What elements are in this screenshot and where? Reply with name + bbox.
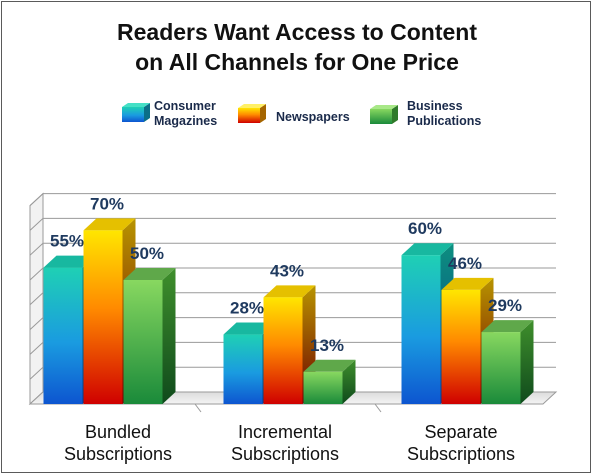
legend-label-consumer-line-2: Magazines — [154, 114, 217, 128]
legend-item-consumer-magazines: Consumer Magazines — [122, 99, 217, 128]
bar-side-face — [342, 359, 356, 404]
chart-title-line-1: Readers Want Access to Content — [117, 19, 477, 45]
category-separator — [194, 403, 202, 413]
legend-swatch-side-consumer — [144, 103, 150, 122]
legend-swatch-newspapers — [238, 108, 260, 123]
legend: Consumer Magazines Newspapers Business P… — [122, 99, 481, 128]
bar-top-face — [401, 243, 454, 256]
plot-bars — [43, 218, 534, 404]
data-label-bundled-consumer-magazines: 55% — [50, 232, 84, 251]
data-label-bundled-business-publications: 50% — [130, 244, 164, 263]
legend-item-newspapers: Newspapers — [238, 104, 350, 124]
bar-top-face — [83, 218, 136, 231]
gridline — [29, 267, 556, 281]
category-label-bundled-line-1: Bundled — [85, 422, 151, 442]
bar-front-face — [223, 334, 263, 404]
bar-top-face — [481, 320, 534, 333]
chart-title-line-2: on All Channels for One Price — [135, 49, 459, 75]
bar-bundled-business-publications — [123, 268, 176, 404]
legend-label-consumer-line-1: Consumer — [154, 99, 216, 113]
category-label-separate-line-1: Separate — [424, 422, 497, 442]
category-label-incremental-line-2: Subscriptions — [231, 444, 339, 464]
bar-front-face — [481, 332, 521, 404]
legend-swatch-top-business — [370, 105, 398, 109]
legend-swatch-business-publications — [370, 109, 392, 124]
bar-top-face — [263, 285, 316, 298]
gridline — [29, 317, 556, 330]
gridline — [29, 217, 556, 231]
bar-separate-business-publications — [481, 320, 534, 404]
gridline — [29, 341, 556, 355]
bar-top-face — [43, 255, 96, 268]
category-label-separate-line-2: Subscriptions — [407, 444, 515, 464]
gridline — [29, 366, 556, 380]
legend-swatch-consumer-magazines — [122, 107, 144, 122]
data-label-separate-business-publications: 29% — [488, 296, 522, 315]
legend-label-newspapers: Newspapers — [276, 110, 350, 124]
category-label-bundled-line-2: Subscriptions — [64, 444, 172, 464]
legend-label-business-line-2: Publications — [407, 114, 481, 128]
legend-label-business-line-1: Business — [407, 99, 463, 113]
bar-incremental-business-publications — [303, 359, 356, 404]
legend-swatch-side-newspapers — [260, 104, 266, 123]
plot-data-labels: 55% 28% 60% 70% 43% 46% 50% 13% 29% — [50, 194, 522, 354]
gridline — [29, 193, 556, 206]
bar-top-face — [223, 322, 276, 335]
data-label-incremental-newspapers: 43% — [270, 261, 304, 280]
bar-top-face — [441, 277, 494, 290]
legend-swatch-side-business — [392, 105, 398, 124]
bar-top-face — [303, 359, 356, 372]
legend-swatch-top-consumer — [122, 103, 150, 107]
bar-side-face — [162, 268, 176, 404]
data-label-separate-newspapers: 46% — [448, 254, 482, 273]
gridline — [29, 242, 556, 256]
bar-front-face — [441, 289, 481, 404]
bar-front-face — [263, 297, 303, 404]
data-label-incremental-consumer-magazines: 28% — [230, 299, 264, 318]
bar-front-face — [43, 267, 83, 404]
data-label-separate-consumer-magazines: 60% — [408, 219, 442, 238]
category-label-incremental-line-1: Incremental — [238, 422, 332, 442]
bar-top-face — [123, 268, 176, 280]
bar-front-face — [303, 371, 343, 404]
bar-front-face — [83, 230, 123, 404]
bar-front-face — [123, 280, 163, 404]
bar-side-face — [520, 320, 534, 404]
category-separator — [374, 403, 382, 413]
legend-swatch-top-newspapers — [238, 104, 266, 108]
legend-item-business-publications: Business Publications — [370, 99, 481, 128]
data-label-incremental-business-publications: 13% — [310, 336, 344, 355]
gridline — [29, 292, 556, 306]
bar-front-face — [401, 255, 441, 404]
data-label-bundled-newspapers: 70% — [90, 194, 124, 213]
